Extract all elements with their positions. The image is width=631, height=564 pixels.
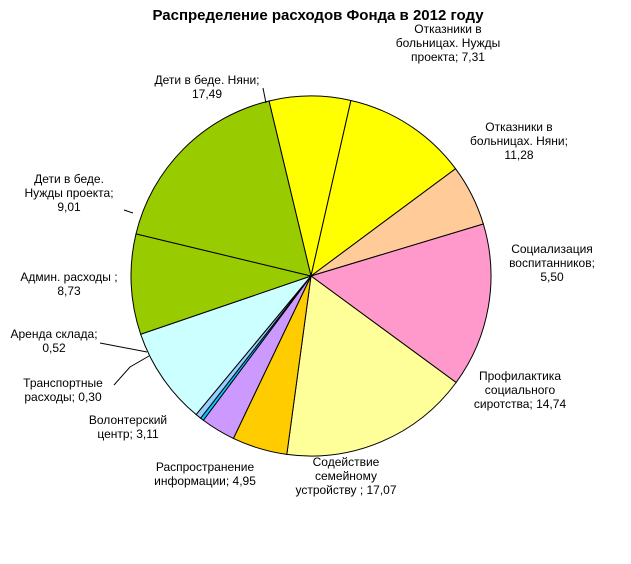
slice-label-1: Отказники в больницах. Няни; 11,28 [470, 120, 568, 162]
slice-label-line: Профилактика [479, 369, 561, 383]
slice-label-line: Волонтерский [89, 413, 167, 427]
slice-label-line: Дети в беде. Няни; [155, 73, 260, 87]
slice-label-line: семейному [315, 469, 377, 483]
slice-label-line: 9,01 [57, 200, 81, 214]
pie-slice-3 [309, 223, 492, 384]
slice-label-line: 17,49 [192, 87, 222, 101]
pie-slice-1 [310, 99, 457, 278]
slice-label-3: Профилактика социального сиротства; 14,74 [474, 369, 567, 411]
slice-labels: Отказники в больницах. Нужды проекта; 7,31… [10, 22, 594, 497]
slice-label-line: 11,28 [504, 148, 533, 162]
pie-slices [130, 95, 492, 457]
slice-label-line: 5,50 [540, 270, 564, 284]
slice-label-9: Админ. расходы ; 8,73 [20, 270, 117, 298]
slice-label-line: социального [485, 383, 556, 397]
slice-label-line: Дети в беде. [34, 172, 104, 186]
slice-label-line: информации; 4,95 [154, 474, 256, 488]
slice-label-line: проекта; 7,31 [411, 50, 485, 64]
slice-label-4: Содействие семейному устройству ; 17,07 [295, 455, 396, 497]
leader-line-7 [113, 355, 150, 386]
slice-label-line: Отказники в [485, 120, 552, 134]
slice-label-2: Социализация воспитанников; 5,50 [509, 242, 595, 284]
slice-label-0: Отказники в больницах. Нужды проекта; 7,31 [396, 22, 501, 64]
slice-label-line: расходы; 0,30 [24, 390, 102, 404]
leader-line-10 [123, 209, 134, 214]
slice-label-line: Содействие [313, 455, 380, 469]
leader-lines [99, 87, 267, 386]
slice-label-11: Дети в беде. Няни; 17,49 [155, 73, 260, 101]
slice-label-6: Волонтерский центр; 3,11 [89, 413, 167, 441]
slice-label-line: Социализация [511, 242, 593, 256]
slice-label-line: Админ. расходы ; [20, 270, 117, 284]
slice-label-8: Аренда склада; 0,52 [10, 327, 97, 355]
slice-label-7: Транспортные расходы; 0,30 [23, 376, 103, 404]
pie-slice-10 [130, 233, 313, 335]
slice-label-line: Аренда склада; [10, 327, 97, 341]
leader-line-11 [262, 87, 267, 104]
slice-label-line: центр; 3,11 [97, 427, 159, 441]
slice-label-line: больницах. Нужды [396, 36, 501, 50]
slice-label-line: Отказники в [414, 22, 481, 36]
slice-label-line: 0,52 [42, 341, 66, 355]
slice-label-line: устройству ; 17,07 [295, 483, 396, 497]
slice-label-line: Транспортные [23, 376, 103, 390]
slice-label-line: 8,73 [57, 284, 81, 298]
leader-line-8 [99, 342, 148, 353]
slice-label-line: воспитанников; [509, 256, 595, 270]
chart-title: Распределение расходов Фонда в 2012 году [152, 7, 484, 24]
slice-label-line: Распространение [156, 460, 255, 474]
slice-label-5: Распространение информации; 4,95 [154, 460, 256, 488]
slice-label-line: Нужды проекта; [24, 186, 113, 200]
slice-label-line: больницах. Няни; [470, 134, 568, 148]
slice-label-10: Дети в беде. Нужды проекта; 9,01 [24, 172, 113, 214]
pie-slice-9 [140, 274, 313, 416]
pie-slice-4 [286, 275, 457, 457]
pie-slice-11 [135, 100, 312, 277]
slice-label-line: сиротства; 14,74 [474, 397, 567, 411]
